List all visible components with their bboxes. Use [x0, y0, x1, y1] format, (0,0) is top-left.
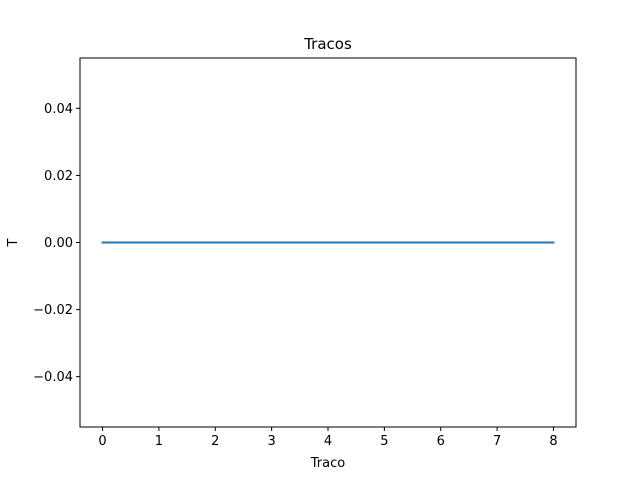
x-tick-label: 0: [98, 434, 106, 449]
x-tick-label: 5: [380, 434, 388, 449]
y-tick-label: 0.02: [44, 169, 73, 184]
y-tick-label: −0.02: [33, 303, 73, 318]
x-tick-label: 1: [155, 434, 163, 449]
y-tick-label: 0.04: [44, 102, 73, 117]
x-tick-label: 4: [324, 434, 332, 449]
y-tick-label: 0.00: [44, 236, 73, 251]
x-tick-label: 7: [493, 434, 501, 449]
y-axis-ticks: −0.04 −0.02 0.00 0.02 0.04: [33, 102, 80, 385]
x-tick-label: 6: [437, 434, 445, 449]
x-tick-label: 3: [267, 434, 275, 449]
y-tick-label: −0.04: [33, 370, 73, 385]
chart-title: Tracos: [303, 35, 352, 53]
x-axis-ticks: 0 1 2 3 4 5 6 7 8: [98, 427, 558, 449]
x-axis-label: Traco: [310, 456, 345, 471]
y-axis-label: T: [6, 238, 21, 247]
plot-frame: [79, 57, 577, 428]
x-tick-label: 8: [549, 434, 557, 449]
x-tick-label: 2: [211, 434, 219, 449]
